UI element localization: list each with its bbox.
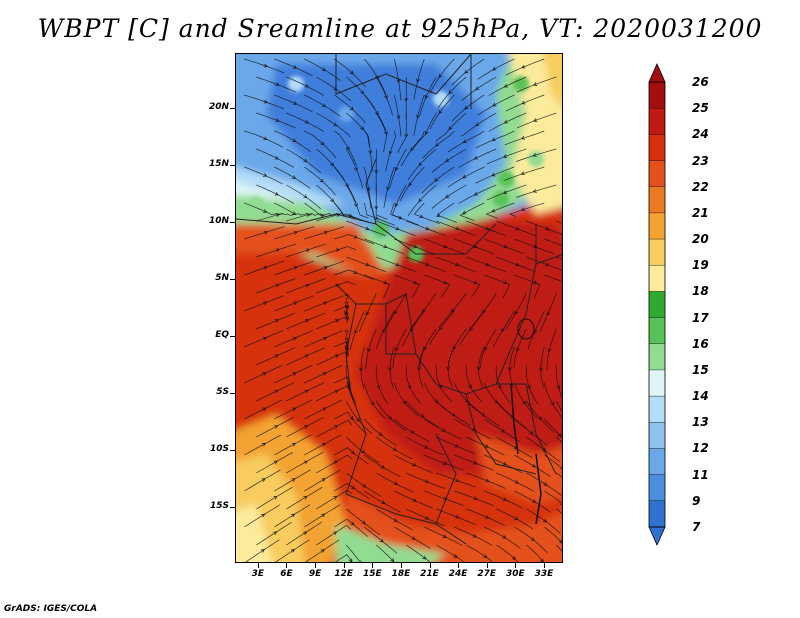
colorbar-label: 15 (692, 362, 709, 377)
colorbar-swatch (649, 82, 665, 109)
colorbar-label: 23 (692, 153, 709, 168)
lat-tick (230, 107, 235, 109)
lat-label: EQ (215, 329, 229, 340)
lat-label: 5S (216, 387, 229, 397)
colorbar-label: 22 (692, 179, 709, 194)
lat-label: 10N (208, 215, 229, 226)
footer-credit: GrADS: IGES/COLA (4, 604, 98, 614)
colorbar-label: 26 (692, 75, 709, 89)
colorbar-swatch (649, 134, 665, 162)
colorbar-swatch (649, 239, 665, 266)
temperature-field (236, 54, 562, 562)
lon-tick (372, 563, 374, 568)
colorbar-swatch (649, 422, 665, 449)
lon-label: 9E (308, 569, 322, 579)
colorbar-label: 14 (692, 389, 709, 404)
lon-tick (515, 563, 517, 568)
lat-tick (230, 450, 235, 452)
lon-tick (315, 563, 317, 568)
colorbar (645, 62, 685, 566)
lon-label: 12E (334, 569, 354, 579)
lon-label: 3E (251, 569, 265, 579)
colorbar-label: 12 (692, 441, 709, 456)
colorbar-bottom-arrow (648, 526, 666, 546)
lon-tick (257, 563, 259, 568)
lon-tick (486, 563, 488, 568)
plot-title: WBPT [C] and Sreamline at 925hPa, VT: 20… (37, 14, 763, 43)
lat-tick (230, 164, 235, 166)
lon-label: 18E (391, 569, 411, 579)
lon-label: 24E (448, 569, 468, 579)
colorbar-label: 20 (692, 232, 709, 247)
colorbar-label: 21 (692, 205, 709, 220)
colorbar-label: 25 (692, 101, 709, 116)
colorbar-label: 7 (692, 520, 701, 534)
wbpt-field-map (236, 54, 562, 562)
lon-label: 30E (505, 569, 525, 579)
lon-label: 33E (534, 569, 554, 579)
lat-label: 10S (209, 444, 229, 455)
colorbar-label: 19 (692, 258, 709, 273)
lat-label: 15S (209, 501, 229, 512)
colorbar-swatch (649, 265, 665, 292)
colorbar-label: 17 (692, 310, 709, 325)
lat-tick (230, 507, 235, 509)
lat-label: 20N (208, 101, 229, 112)
lat-tick (230, 335, 235, 337)
lon-tick (458, 563, 460, 568)
lon-tick (543, 563, 545, 568)
colorbar-swatch (649, 396, 665, 423)
colorbar-label: 11 (692, 467, 709, 482)
colorbar-swatch (649, 448, 665, 476)
colorbar-label: 24 (692, 127, 709, 142)
lon-tick (286, 563, 288, 568)
colorbar-swatch (649, 212, 665, 240)
lat-tick (230, 393, 235, 394)
colorbar-top-arrow (648, 63, 666, 83)
colorbar-label: 13 (692, 415, 709, 430)
colorbar-swatch (649, 343, 665, 371)
lon-label: 21E (420, 569, 439, 579)
lat-tick (230, 278, 235, 280)
lat-label: 5N (215, 272, 229, 283)
lon-tick (429, 563, 431, 568)
lat-tick (230, 221, 235, 223)
lat-label: 15N (208, 158, 229, 169)
colorbar-swatch (649, 317, 665, 345)
colorbar-label: 18 (692, 284, 709, 299)
lon-tick (400, 563, 402, 568)
lon-label: 27E (477, 569, 497, 579)
colorbar-label: 9 (692, 493, 701, 508)
colorbar-swatch (649, 108, 665, 135)
lon-tick (343, 563, 345, 568)
colorbar-swatch (649, 369, 665, 397)
map-panel (235, 53, 563, 563)
colorbar-label: 16 (692, 336, 709, 351)
colorbar-graphic (648, 63, 666, 546)
colorbar-swatch (649, 160, 665, 188)
lon-label: 6E (280, 569, 293, 579)
colorbar-swatch (649, 500, 665, 528)
colorbar-swatch (649, 291, 665, 319)
colorbar-swatch (649, 186, 665, 214)
streamlines (244, 58, 562, 562)
lon-label: 15E (362, 569, 382, 579)
colorbar-swatch (649, 474, 665, 502)
